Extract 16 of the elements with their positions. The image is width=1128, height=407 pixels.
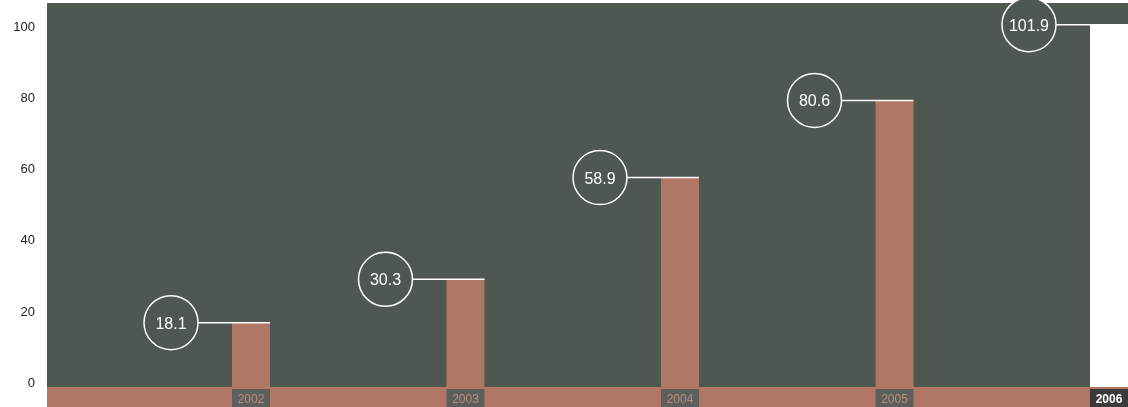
x-tick-label: 2002 (237, 392, 265, 406)
data-label: 18.1 (155, 314, 187, 332)
data-label: 30.3 (369, 271, 402, 289)
y-tick-label: 40 (20, 232, 35, 248)
y-tick-label: 20 (20, 303, 35, 319)
y-tick-label: 100 (13, 19, 35, 35)
x-tick-label: 2006 (1095, 392, 1123, 406)
x-tick-label: 2003 (452, 392, 480, 406)
y-tick-label: 0 (27, 374, 35, 390)
x-tick-label: 2004 (666, 392, 694, 406)
y-tick-label: 80 (20, 90, 35, 106)
data-label: 58.9 (584, 169, 616, 187)
y-tick-label: 60 (20, 161, 35, 177)
x-tick-label: 2005 (881, 392, 909, 406)
data-label: 101.9 (1008, 16, 1050, 34)
data-label: 80.6 (798, 92, 831, 110)
